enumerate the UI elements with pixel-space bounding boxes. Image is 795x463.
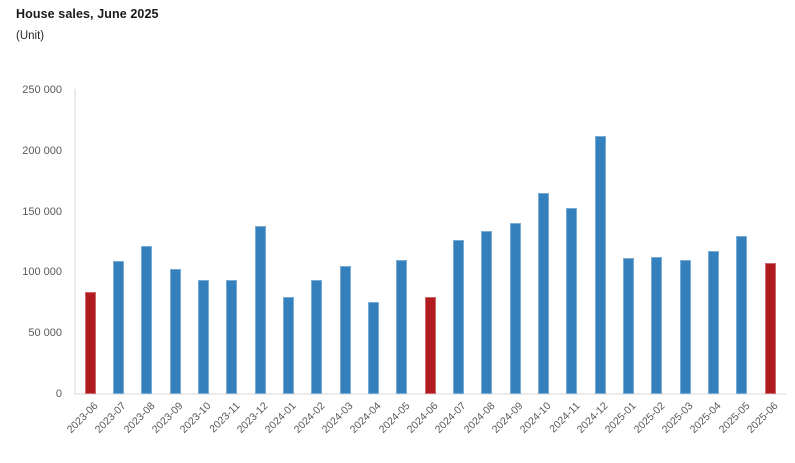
bar-2024-12 [594,136,606,394]
y-axis-tick-label: 250 000 [22,84,62,96]
bar-2025-01 [622,258,634,394]
y-axis-tick-label: 0 [55,388,62,400]
bar-2025-03 [679,260,691,394]
y-axis-line [74,89,76,395]
bar-2024-03 [339,266,351,394]
bar-2025-04 [707,251,719,394]
bar-2023-12 [254,226,266,394]
x-axis-line [74,393,786,395]
bar-2024-01 [282,297,294,394]
bar-2024-05 [396,260,408,394]
bar-2024-02 [311,280,323,394]
bar-2024-06 [424,297,436,394]
chart-title: House sales, June 2025 [16,7,159,21]
bar-2023-06 [84,292,96,394]
y-axis-tick-label: 150 000 [22,205,62,218]
bar-2023-11 [226,280,238,394]
bar-2025-05 [736,236,748,394]
y-axis-tick-label: 100 000 [22,266,62,279]
bar-2025-06 [764,263,776,394]
bar-2023-07 [112,261,124,394]
bar-2023-09 [169,269,181,394]
bar-2024-11 [566,208,578,394]
bar-2024-04 [367,302,379,394]
bar-2023-10 [197,280,209,394]
chart-unit-label: (Unit) [16,30,45,42]
bar-2025-02 [651,257,663,394]
bar-2024-09 [509,223,521,394]
y-axis-tick-label: 200 000 [22,144,62,157]
bar-2024-10 [537,193,549,394]
bar-2023-08 [141,246,153,394]
y-axis-tick-label: 50 000 [28,327,62,340]
bar-2024-08 [481,231,493,394]
bar-2024-07 [452,240,464,394]
